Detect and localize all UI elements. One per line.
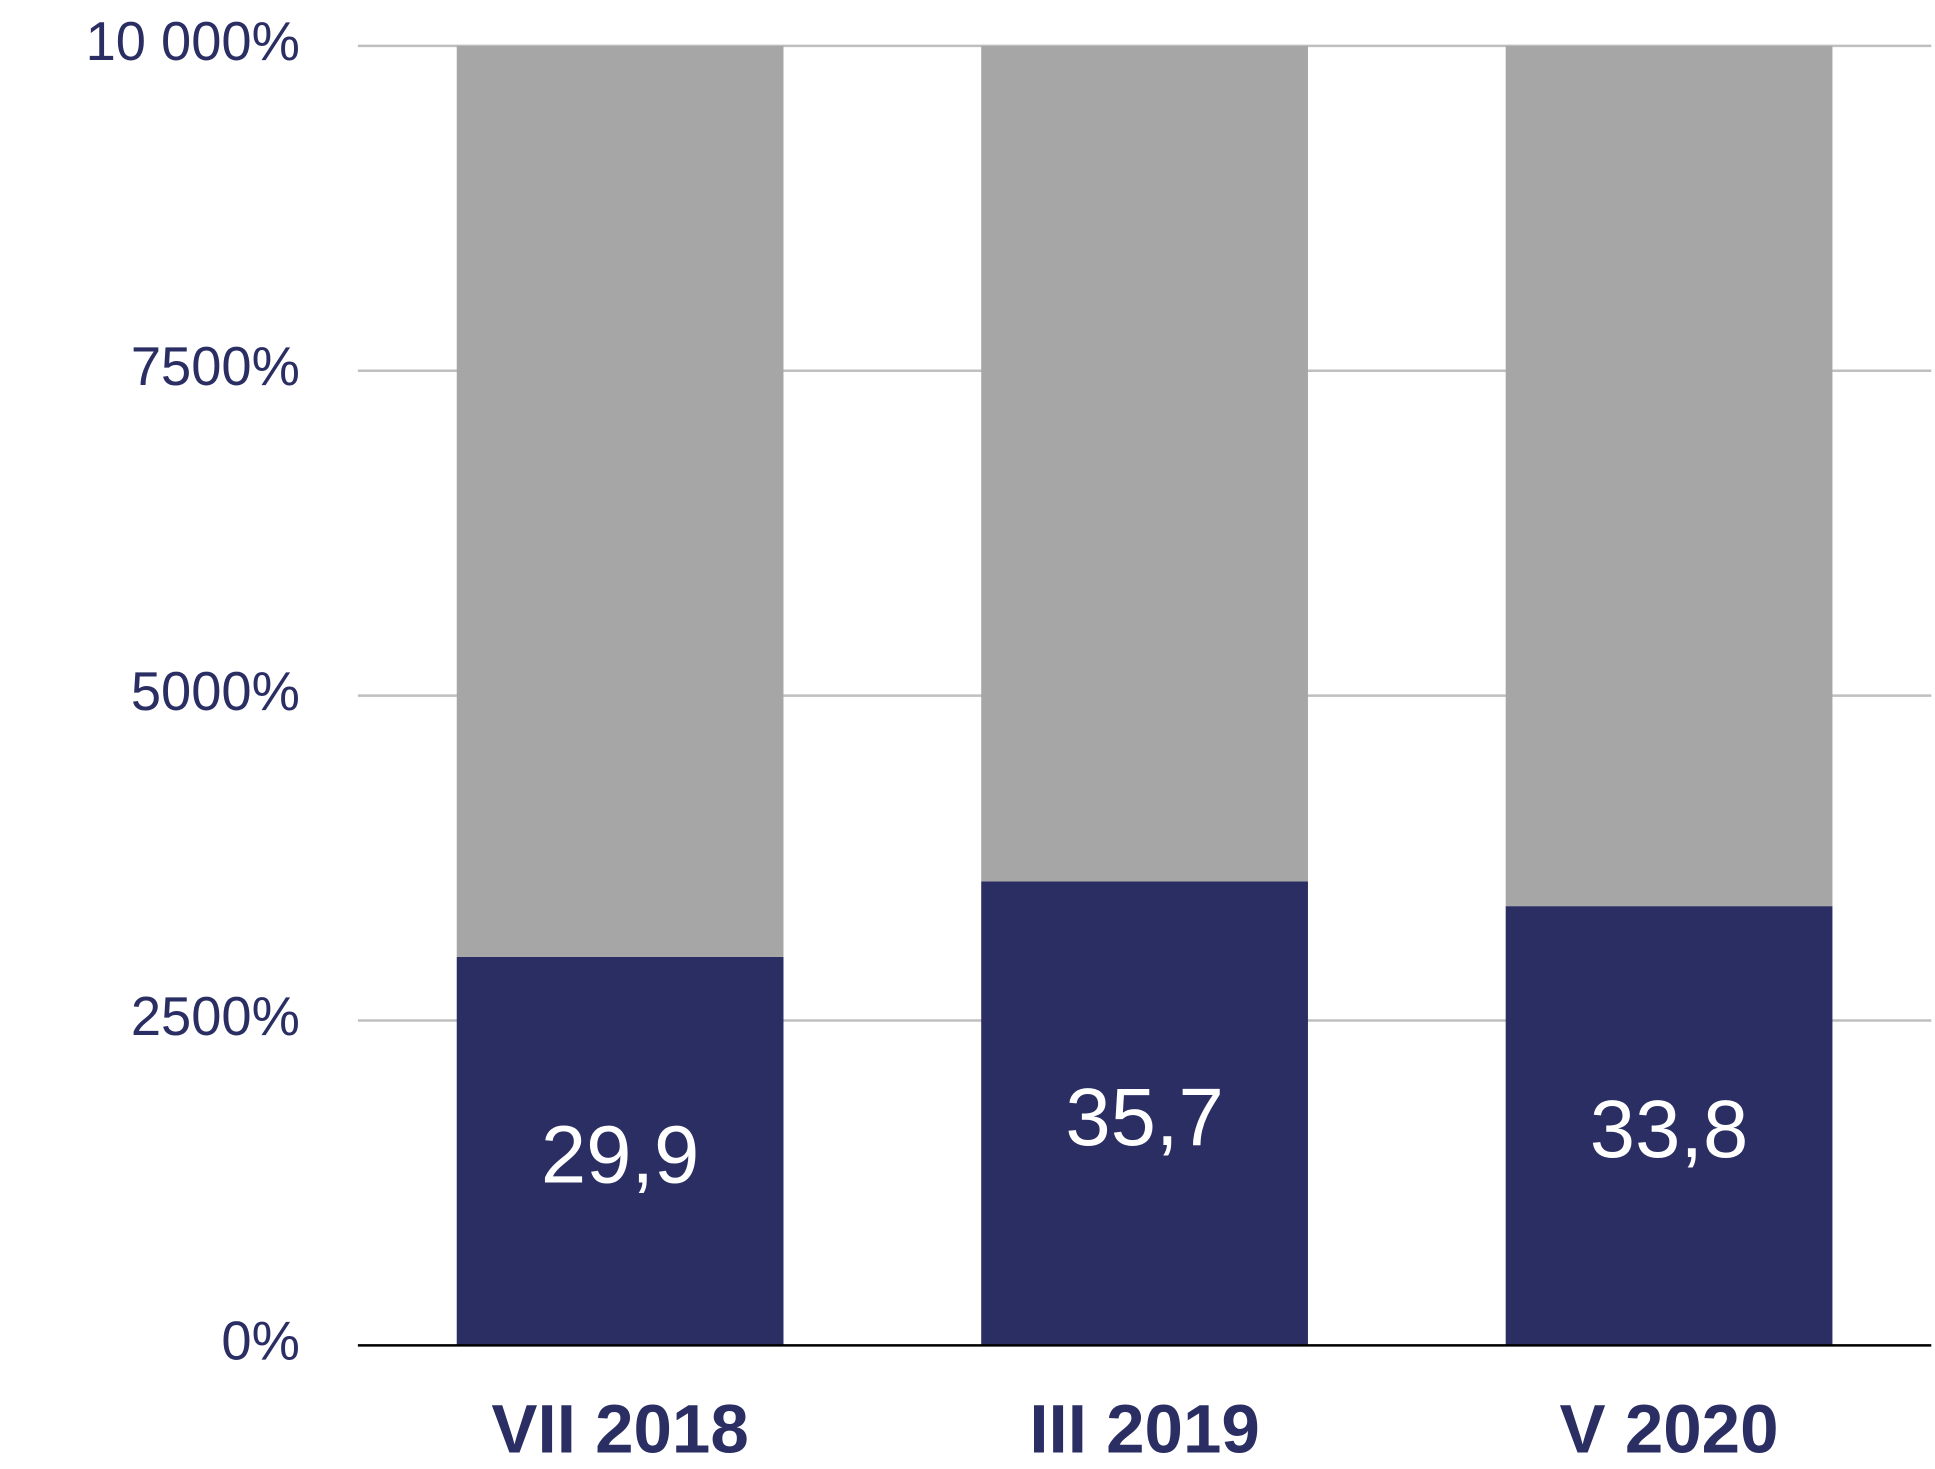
y-tick-label: 5000% [131, 661, 300, 722]
x-tick-label: III 2019 [1029, 1389, 1260, 1467]
bar-segment [981, 45, 1308, 882]
bar-segment [456, 45, 784, 957]
data-label: 35,7 [1065, 1072, 1224, 1163]
data-label: 29,9 [541, 1109, 700, 1200]
x-tick-label: V 2020 [1560, 1389, 1779, 1467]
bar-segment [456, 956, 784, 1346]
x-tick-label: VII 2018 [491, 1389, 748, 1467]
y-tick-label: 0% [221, 1311, 299, 1372]
bar-segment [1505, 45, 1833, 907]
y-tick-label: 2500% [131, 986, 300, 1047]
bar-segment [1505, 906, 1833, 1346]
data-label: 33,8 [1590, 1084, 1749, 1175]
y-tick-label: 7500% [131, 336, 300, 397]
bar-segment [981, 881, 1308, 1346]
y-tick-label: 10 000% [86, 11, 300, 72]
